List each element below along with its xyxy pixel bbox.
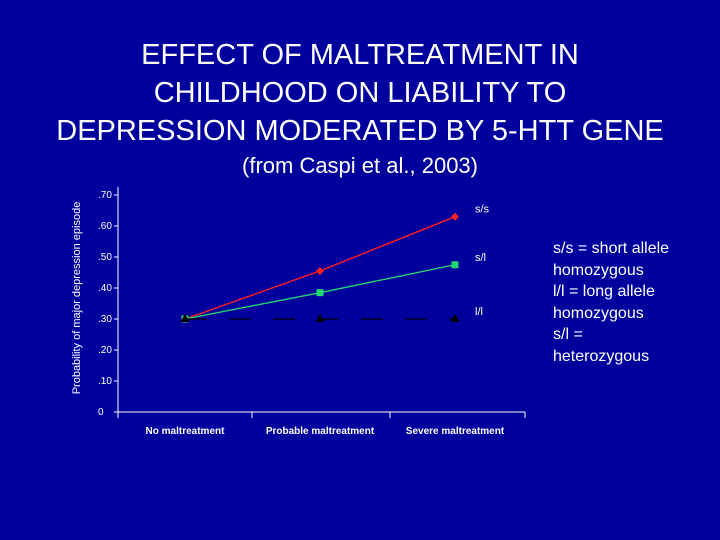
data-point-ll-1: [315, 314, 325, 322]
data-point-ll-2: [450, 314, 460, 322]
title-line-1: EFFECT OF MALTREATMENT IN: [141, 39, 579, 71]
series-label-sl: s/l: [475, 252, 486, 264]
y-tick-label-1: .10: [98, 376, 112, 387]
title-line-2: CHILDHOOD ON LIABILITY TO: [153, 77, 567, 109]
data-point-sl-2: [451, 261, 459, 269]
y-tick-label-4: .40: [98, 283, 112, 294]
series-label-ll: l/l: [475, 306, 483, 318]
y-tick-label-3: .30: [98, 314, 112, 325]
x-categories: No maltreatment Probable maltreatment Seve…: [146, 426, 505, 437]
data-point-ss-2: [451, 212, 459, 221]
legend-note-line-2: homozygous: [553, 261, 644, 279]
legend-note-line-5: s/l =: [553, 326, 583, 343]
y-ticks: 0 .10 .20 .30 .40 .50 .60 .70: [98, 190, 118, 418]
data-point-sl-1: [316, 289, 324, 297]
data-point-ss-1: [316, 266, 324, 275]
y-tick-label-5: .50: [98, 252, 112, 263]
series-label-ss: s/s: [475, 204, 490, 216]
title-line-3: DEPRESSION MODERATED BY 5-HTT GENE: [56, 115, 664, 147]
series-group: s/s s/l l/l: [180, 204, 490, 323]
chart-axes: [117, 187, 526, 418]
y-tick-label-2: .20: [98, 345, 112, 356]
series-ll: l/l: [180, 306, 483, 322]
y-axis-label: Probability of major depression episode: [71, 202, 83, 395]
slide-title: EFFECT OF MALTREATMENT IN CHILDHOOD ON L…: [0, 36, 720, 150]
slide-subtitle: (from Caspi et al., 2003): [242, 153, 478, 178]
y-tick-label-0: 0: [98, 407, 104, 418]
y-tick-label-6: .60: [98, 221, 112, 232]
x-category-label-0: No maltreatment: [146, 426, 226, 437]
series-ss: s/s: [181, 204, 490, 323]
y-tick-label-7: .70: [98, 190, 112, 201]
legend-note-line-3: l/l = long allele: [553, 283, 655, 300]
legend-note-line-1: s/s = short allele: [553, 240, 670, 257]
legend-note-line-4: homozygous: [553, 304, 644, 322]
data-point-ll-0: [180, 314, 190, 322]
legend-note-line-6: heterozygous: [553, 347, 650, 365]
x-category-label-2: Severe maltreatment: [406, 426, 505, 437]
x-category-label-1: Probable maltreatment: [266, 426, 375, 437]
series-sl: s/l: [181, 252, 486, 323]
genotype-legend-note: s/s = short allele homozygous l/l = long…: [553, 238, 713, 367]
